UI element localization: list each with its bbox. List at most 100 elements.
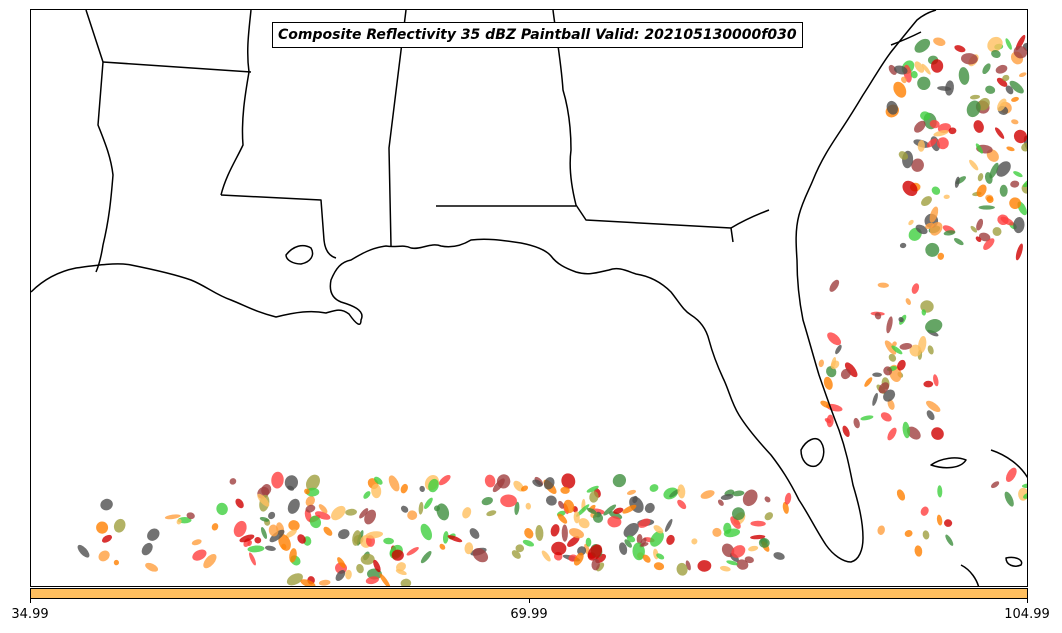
- reflectivity-blob-197: [288, 520, 300, 531]
- reflectivity-blob-67: [893, 81, 907, 98]
- reflectivity-blob-377: [717, 499, 724, 506]
- reflectivity-blob-288: [496, 474, 511, 489]
- reflectivity-blob-289: [388, 475, 400, 492]
- reflectivity-blob-188: [525, 502, 532, 510]
- reflectivity-blob-140: [926, 400, 941, 413]
- reflectivity-blob-169: [827, 332, 842, 346]
- reflectivity-blob-360: [622, 504, 637, 514]
- reflectivity-blob-376: [784, 492, 792, 505]
- reflectivity-blob-69: [954, 176, 960, 188]
- map-panel: Composite Reflectivity 35 dBZ Paintball …: [30, 9, 1028, 587]
- reflectivity-blob-402: [147, 528, 160, 541]
- reflectivity-blob-112: [997, 98, 1007, 112]
- reflectivity-blob-83: [1005, 38, 1012, 50]
- reflectivity-blob-22: [982, 63, 991, 75]
- reflectivity-blob-406: [269, 529, 285, 543]
- reflectivity-blob-101: [986, 195, 994, 204]
- reflectivity-blob-185: [436, 503, 450, 521]
- reflectivity-blob-330: [744, 556, 754, 564]
- reflectivity-blob-113: [989, 162, 999, 179]
- reflectivity-blob-227: [663, 487, 678, 500]
- reflectivity-blob-351: [721, 543, 735, 558]
- reflectivity-blob-74: [926, 138, 938, 148]
- reflectivity-blob-291: [249, 552, 256, 566]
- reflectivity-blob-117: [954, 45, 966, 53]
- reflectivity-blob-328: [758, 537, 770, 548]
- reflectivity-blob-139: [921, 309, 927, 316]
- reflectivity-blob-70: [992, 227, 1002, 236]
- reflectivity-blob-176: [887, 427, 897, 441]
- reflectivity-blob-220: [424, 497, 433, 509]
- reflectivity-blob-318: [782, 501, 789, 514]
- reflectivity-blob-414: [192, 549, 207, 561]
- reflectivity-blob-23: [931, 186, 941, 195]
- reflectivity-blob-357: [653, 562, 665, 571]
- reflectivity-blob-333: [677, 499, 687, 510]
- reflectivity-blob-336: [603, 504, 617, 516]
- reflectivity-blob-152: [886, 316, 893, 334]
- reflectivity-blob-403: [96, 521, 109, 534]
- lake-okeechobee: [800, 438, 825, 468]
- reflectivity-blob-309: [619, 542, 628, 555]
- reflectivity-blob-299: [391, 549, 404, 561]
- reflectivity-blob-423: [1023, 493, 1027, 499]
- map-canvas: [31, 10, 1027, 586]
- reflectivity-blob-322: [577, 546, 587, 556]
- reflectivity-blob-235: [664, 518, 673, 532]
- reflectivity-blob-54: [1023, 178, 1027, 188]
- reflectivity-blob-35: [1011, 96, 1019, 102]
- reflectivity-blob-241: [587, 544, 603, 561]
- reflectivity-blob-53: [996, 161, 1011, 177]
- reflectivity-blob-13: [977, 97, 990, 111]
- state-border-ms-al: [220, 10, 252, 196]
- state-border-ar-la: [102, 61, 252, 73]
- reflectivity-blob-81: [1018, 72, 1027, 78]
- reflectivity-blob-425: [1004, 491, 1014, 507]
- reflectivity-blob-161: [891, 345, 903, 355]
- reflectivity-blob-144: [820, 400, 831, 409]
- reflectivity-blob-412: [191, 539, 202, 546]
- reflectivity-blob-276: [374, 476, 383, 485]
- reflectivity-blob-295: [363, 491, 371, 499]
- reflectivity-blob-370: [591, 558, 600, 571]
- reflectivity-blob-26: [933, 37, 946, 46]
- colorbar-label-max: 104.99: [1004, 607, 1050, 622]
- reflectivity-blob-228: [438, 474, 451, 486]
- state-border-sc-ga: [730, 209, 770, 229]
- reflectivity-blob-73: [1015, 243, 1023, 261]
- reflectivity-blob-218: [650, 530, 664, 547]
- reflectivity-blob-394: [102, 534, 112, 543]
- colorbar-label-mid: 69.99: [510, 607, 548, 622]
- reflectivity-blob-389: [113, 559, 120, 566]
- reflectivity-blob-127: [905, 298, 911, 306]
- reflectivity-blob-93: [910, 70, 918, 79]
- reflectivity-blob-264: [561, 473, 576, 489]
- reflectivity-blob-284: [653, 525, 664, 534]
- reflectivity-blob-435: [920, 506, 929, 516]
- reflectivity-blob-242: [462, 507, 472, 519]
- reflectivity-blob-343: [676, 562, 688, 576]
- reflectivity-blob-362: [573, 552, 584, 566]
- reflectivity-blob-327: [545, 495, 557, 506]
- reflectivity-blob-353: [697, 560, 712, 572]
- reflectivity-blob-105: [991, 49, 1001, 59]
- colorbar: [30, 588, 1028, 599]
- reflectivity-blob-149: [923, 380, 934, 388]
- reflectivity-blob-296: [259, 516, 270, 522]
- reflectivity-blob-39: [961, 53, 978, 65]
- reflectivity-blob-104: [902, 180, 918, 196]
- reflectivity-blob-334: [764, 496, 771, 503]
- reflectivity-blob-383: [278, 534, 291, 551]
- reflectivity-blob-143: [884, 340, 897, 355]
- reflectivity-blob-285: [637, 518, 651, 528]
- reflectivity-blob-136: [835, 344, 842, 355]
- reflectivity-blob-448: [395, 569, 407, 576]
- bahamas-island-4: [1005, 556, 1023, 567]
- reflectivity-blob-229: [535, 525, 544, 541]
- reflectivity-blob-302: [472, 548, 489, 563]
- coastline-layer: [31, 10, 1027, 586]
- reflectivity-blob-449: [300, 579, 316, 586]
- reflectivity-blob-85: [943, 230, 956, 236]
- reflectivity-blob-225: [406, 547, 419, 556]
- reflectivity-blob-411: [318, 504, 328, 514]
